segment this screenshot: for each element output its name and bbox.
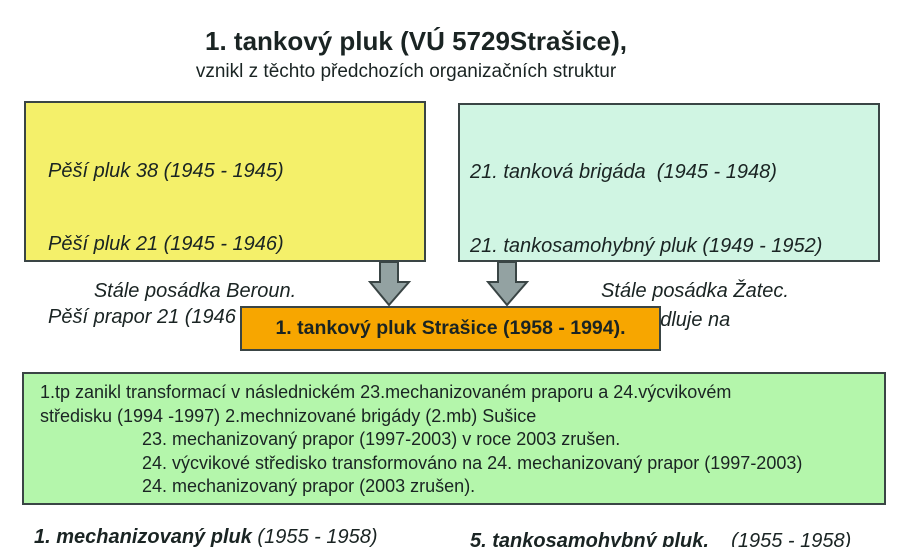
successor-line: středisku (1994 -1997) 2.mechnizované br…	[40, 405, 537, 426]
down-arrow-icon	[368, 261, 412, 307]
result-box: 1. tankový pluk Strašice (1958 - 1994).	[240, 306, 661, 351]
unit-line: 21. tankosamohybný pluk (1949 - 1952)	[470, 234, 823, 257]
unit-line: Pěší pluk 38 (1945 - 1945)	[48, 159, 284, 182]
unit-years: (1955 - 1958)	[251, 525, 378, 547]
diagram-title: 1. tankový pluk (VÚ 5729Strašice),	[205, 26, 627, 56]
successor-line: 23. mechanizovaný prapor (1997-2003) v r…	[142, 429, 621, 450]
successor-line: 1.tp zanikl transformací v následnickém …	[40, 382, 732, 402]
unit-line-final: 1. mechanizovaný pluk (1955 - 1958)	[34, 525, 424, 547]
unit-line: Pěší pluk 21 (1945 - 1946)	[48, 233, 284, 256]
predecessors-box-zatec: 21. tanková brigáda (1945 - 1948) 21. ta…	[458, 103, 880, 547]
diagram-subtitle: vznikl z těchto předchozích organizačníc…	[195, 61, 617, 82]
successors-box: 1.tp zanikl transformací v následnickém …	[22, 372, 886, 505]
unit-name-bold: 5. tankosamohybný pluk.	[470, 530, 709, 547]
unit-line-final: 5. tankosamohybný pluk. (1955 - 1958)	[470, 529, 878, 547]
predecessors-box-beroun: Pěší pluk 38 (1945 - 1945) Pěší pluk 21 …	[24, 101, 426, 547]
successor-line: 24. mechanizovaný prapor (2003 zrušen).	[142, 476, 476, 497]
unit-years: (1955 - 1958)	[708, 530, 852, 547]
down-arrow-icon	[486, 261, 530, 307]
garrison-caption-zatec: Stále posádka Žatec.	[601, 280, 789, 302]
unit-line: 21. tanková brigáda (1945 - 1948)	[470, 161, 777, 184]
unit-name-bold: 1. mechanizovaný pluk	[34, 525, 252, 547]
garrison-caption-beroun: Stále posádka Beroun.	[93, 280, 297, 302]
successor-line: 24. výcvikové středisko transformováno n…	[142, 452, 803, 473]
